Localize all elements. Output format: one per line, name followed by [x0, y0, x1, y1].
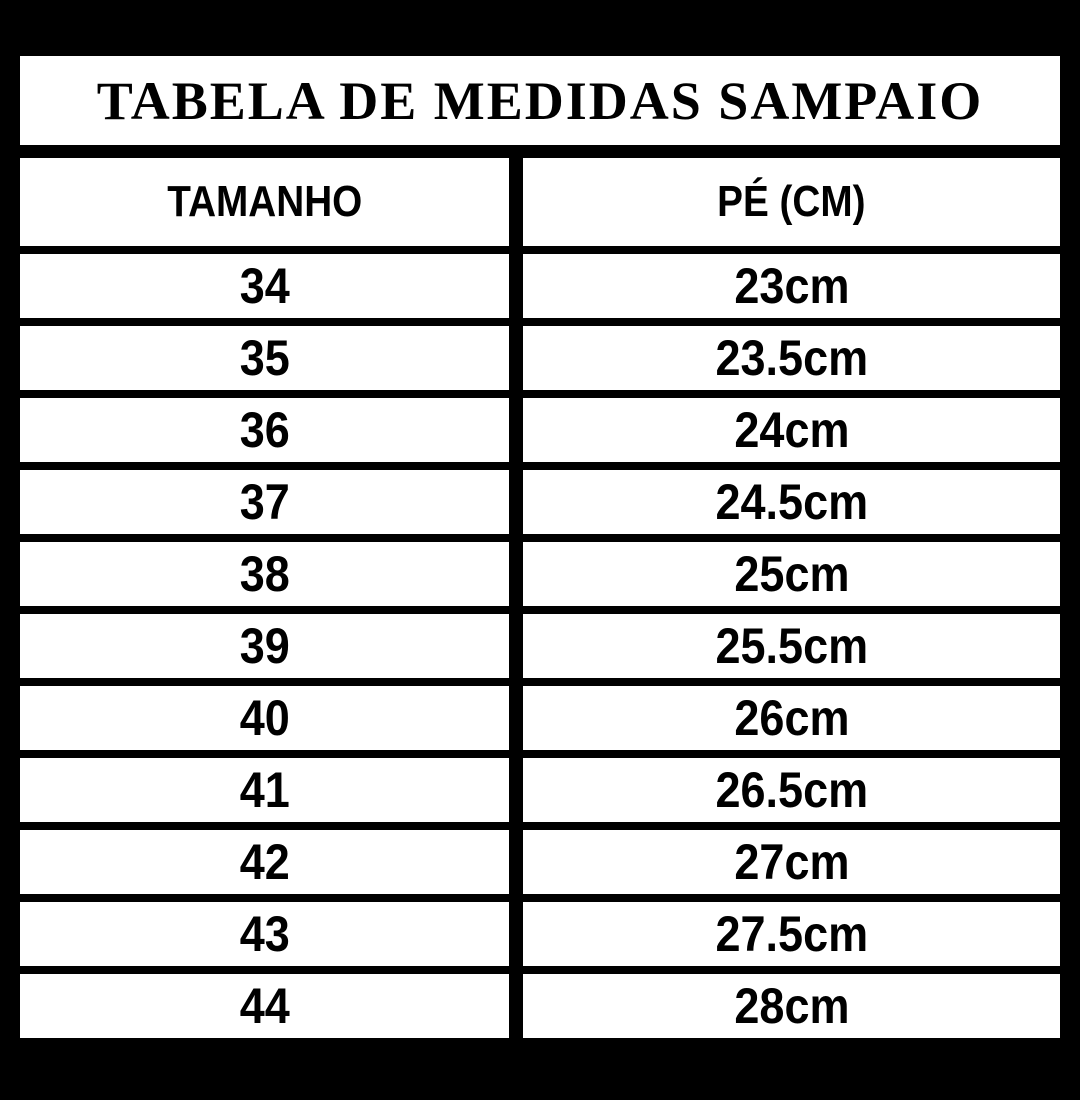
foot-value: 25.5cm [715, 618, 868, 674]
size-cell: 44 [20, 974, 509, 1038]
size-value: 39 [239, 618, 290, 674]
foot-cell: 23cm [523, 254, 1060, 318]
size-cell: 34 [20, 254, 509, 318]
size-value: 35 [239, 330, 290, 386]
foot-value: 24cm [733, 402, 850, 458]
foot-value: 25cm [733, 546, 850, 602]
size-value: 43 [239, 906, 290, 962]
foot-cell: 24cm [523, 398, 1060, 462]
foot-cell: 23.5cm [523, 326, 1060, 390]
size-value: 38 [239, 546, 290, 602]
size-value: 40 [239, 690, 290, 746]
size-value: 37 [239, 474, 290, 530]
column-header-size: TAMANHO [20, 158, 509, 246]
size-cell: 38 [20, 542, 509, 606]
foot-cell: 26cm [523, 686, 1060, 750]
foot-cell: 27.5cm [523, 902, 1060, 966]
foot-value: 27.5cm [715, 906, 868, 962]
size-value: 44 [239, 978, 290, 1034]
column-header-foot-label: PÉ (CM) [717, 177, 866, 226]
foot-value: 24.5cm [715, 474, 868, 530]
size-cell: 43 [20, 902, 509, 966]
size-table: TAMANHO PÉ (CM) 34 23cm 35 23.5cm 36 24c… [20, 158, 1060, 1038]
foot-value: 23.5cm [715, 330, 868, 386]
foot-cell: 26.5cm [523, 758, 1060, 822]
foot-value: 26cm [733, 690, 850, 746]
title-banner: TABELA DE MEDIDAS SAMPAIO [20, 56, 1060, 145]
foot-value: 26.5cm [715, 762, 868, 818]
size-cell: 41 [20, 758, 509, 822]
size-cell: 35 [20, 326, 509, 390]
size-cell: 42 [20, 830, 509, 894]
column-header-foot: PÉ (CM) [523, 158, 1060, 246]
foot-cell: 27cm [523, 830, 1060, 894]
column-header-size-label: TAMANHO [166, 177, 363, 226]
size-cell: 36 [20, 398, 509, 462]
table-title: TABELA DE MEDIDAS SAMPAIO [96, 70, 984, 131]
foot-cell: 25cm [523, 542, 1060, 606]
foot-value: 23cm [733, 258, 850, 314]
size-cell: 40 [20, 686, 509, 750]
foot-value: 28cm [733, 978, 850, 1034]
size-value: 42 [239, 834, 290, 890]
foot-cell: 24.5cm [523, 470, 1060, 534]
size-value: 36 [239, 402, 290, 458]
foot-cell: 25.5cm [523, 614, 1060, 678]
size-cell: 39 [20, 614, 509, 678]
size-value: 34 [239, 258, 290, 314]
foot-value: 27cm [733, 834, 850, 890]
foot-cell: 28cm [523, 974, 1060, 1038]
size-value: 41 [239, 762, 290, 818]
size-cell: 37 [20, 470, 509, 534]
